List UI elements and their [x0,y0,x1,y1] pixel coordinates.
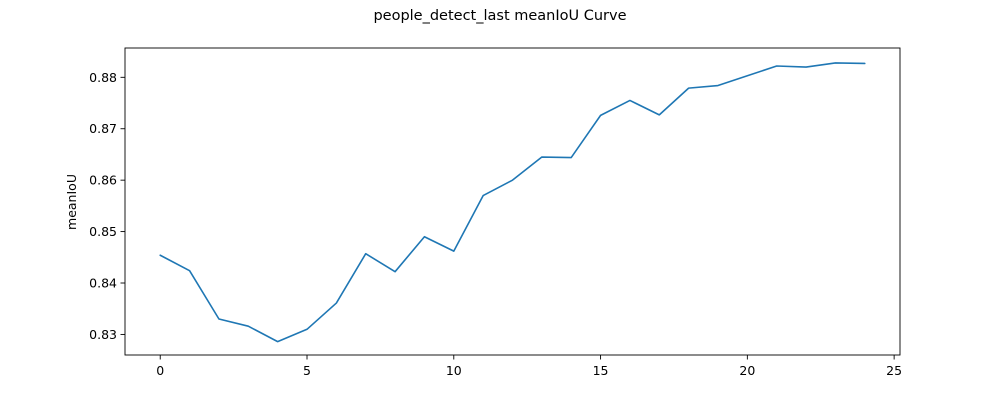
y-axis-label: meanIoU [64,174,79,230]
x-ticks: 0 5 10 15 20 25 [156,355,902,378]
x-tick-label: 0 [156,363,164,378]
x-tick-label: 15 [593,363,609,378]
y-ticks: 0.83 0.84 0.85 0.86 0.87 0.88 [89,70,125,342]
y-tick-label: 0.84 [89,276,117,291]
plot-frame [124,47,901,356]
series-line [159,62,866,343]
x-tick-label: 10 [446,363,462,378]
y-tick-label: 0.87 [89,121,117,136]
y-tick-label: 0.83 [89,327,117,342]
x-tick-label: 5 [303,363,311,378]
y-tick-label: 0.88 [89,70,117,85]
series-layer [159,62,866,343]
chart-title: people_detect_last meanIoU Curve [373,8,626,24]
y-tick-label: 0.85 [89,224,117,239]
x-tick-label: 25 [886,363,902,378]
y-tick-label: 0.86 [89,173,117,188]
x-tick-label: 20 [739,363,755,378]
